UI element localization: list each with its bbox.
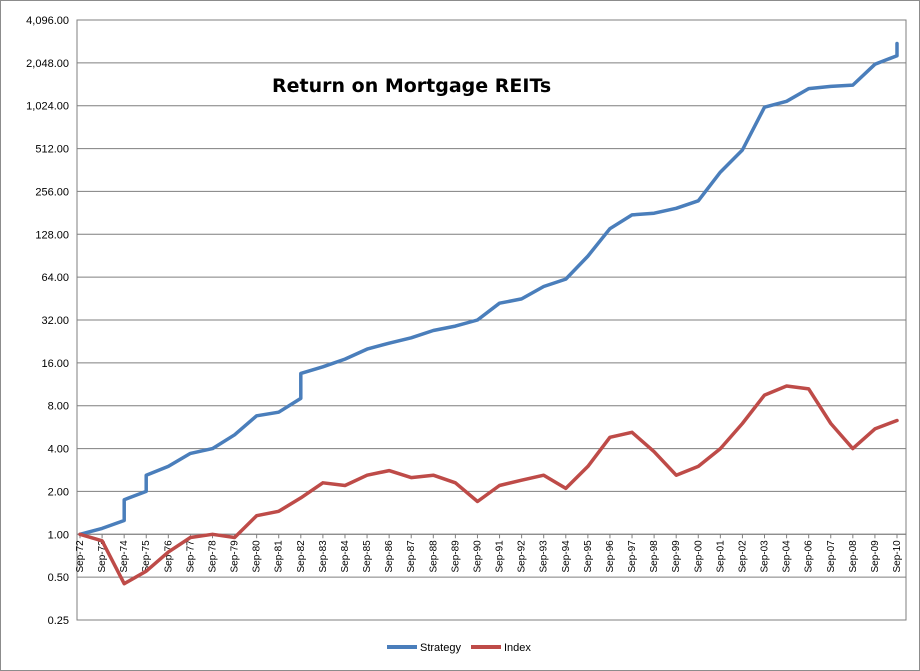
chart-title: Return on Mortgage REITs: [272, 75, 551, 97]
y-tick-label: 128.00: [35, 229, 69, 241]
x-tick-label: Sep-94: [561, 540, 572, 573]
x-tick-label: Sep-75: [141, 540, 152, 573]
x-tick-label: Sep-98: [649, 540, 660, 573]
x-tick-label: Sep-79: [230, 540, 241, 573]
series-line-index: [78, 384, 899, 586]
x-tick-label: Sep-78: [207, 540, 218, 573]
x-tick-label: Sep-06: [804, 540, 815, 573]
x-tick-label: Sep-97: [627, 540, 638, 573]
x-tick-label: Sep-73: [97, 540, 108, 573]
legend-label-index: Index: [504, 642, 531, 654]
x-tick-label: Sep-10: [892, 540, 903, 573]
x-tick-label: Sep-09: [870, 540, 881, 573]
x-tick-label: Sep-00: [693, 540, 704, 573]
x-tick-label: Sep-92: [517, 540, 528, 573]
series-lines: [78, 41, 899, 586]
y-tick-label: 64.00: [41, 272, 69, 284]
x-tick-label: Sep-74: [119, 540, 130, 573]
y-tick-label: 4.00: [48, 444, 69, 456]
x-tick-label: Sep-96: [605, 540, 616, 573]
series-line-strategy: [78, 41, 899, 537]
plot-area: [76, 19, 907, 621]
x-tick-label: Sep-77: [185, 540, 196, 573]
x-tick-label: Sep-82: [296, 540, 307, 573]
x-tick-label: Sep-90: [472, 540, 483, 573]
legend: Strategy Index: [387, 642, 531, 654]
x-tick-label: Sep-76: [163, 540, 174, 573]
y-tick-label: 0.25: [48, 615, 69, 627]
x-tick-label: Sep-01: [715, 540, 726, 573]
x-tick-label: Sep-07: [826, 540, 837, 573]
legend-label-strategy: Strategy: [420, 642, 461, 654]
x-tick-label: Sep-83: [318, 540, 329, 573]
x-tick-label: Sep-03: [760, 540, 771, 573]
y-axis-tick-labels: 4,096.00 2,048.00 1,024.00 512.00 256.00 128.…: [26, 15, 69, 627]
x-tick-label: Sep-84: [340, 540, 351, 573]
x-tick-label: Sep-93: [539, 540, 550, 573]
y-tick-label: 32.00: [41, 315, 69, 327]
x-tick-label: Sep-88: [428, 540, 439, 573]
x-tick-label: Sep-04: [782, 540, 793, 573]
x-tick-label: Sep-95: [583, 540, 594, 573]
x-tick-label: Sep-72: [75, 540, 86, 573]
y-tick-label: 2,048.00: [26, 58, 69, 70]
x-tick-label: Sep-89: [450, 540, 461, 573]
x-tick-label: Sep-02: [737, 540, 748, 573]
y-tick-label: 4,096.00: [26, 15, 69, 27]
y-tick-label: 256.00: [35, 186, 69, 198]
x-tick-label: Sep-86: [384, 540, 395, 573]
y-tick-label: 2.00: [48, 486, 69, 498]
x-tick-label: Sep-08: [848, 540, 859, 573]
x-tick-label: Sep-99: [671, 540, 682, 573]
y-tick-label: 8.00: [48, 401, 69, 413]
y-tick-label: 0.50: [48, 572, 69, 584]
x-tick-label: Sep-91: [495, 540, 506, 573]
x-tick-label: Sep-81: [274, 540, 285, 573]
y-tick-label: 1.00: [48, 529, 69, 541]
x-tick-label: Sep-80: [252, 540, 263, 573]
grid-lines: [76, 19, 907, 621]
y-tick-label: 512.00: [35, 144, 69, 156]
y-tick-label: 1,024.00: [26, 101, 69, 113]
x-tick-label: Sep-85: [362, 540, 373, 573]
x-tick-label: Sep-87: [406, 540, 417, 573]
y-tick-label: 16.00: [41, 358, 69, 370]
x-axis: Sep-72 Sep-73 Sep-74 Sep-75 Sep-76 Sep-77 Sep-…: [75, 533, 906, 573]
